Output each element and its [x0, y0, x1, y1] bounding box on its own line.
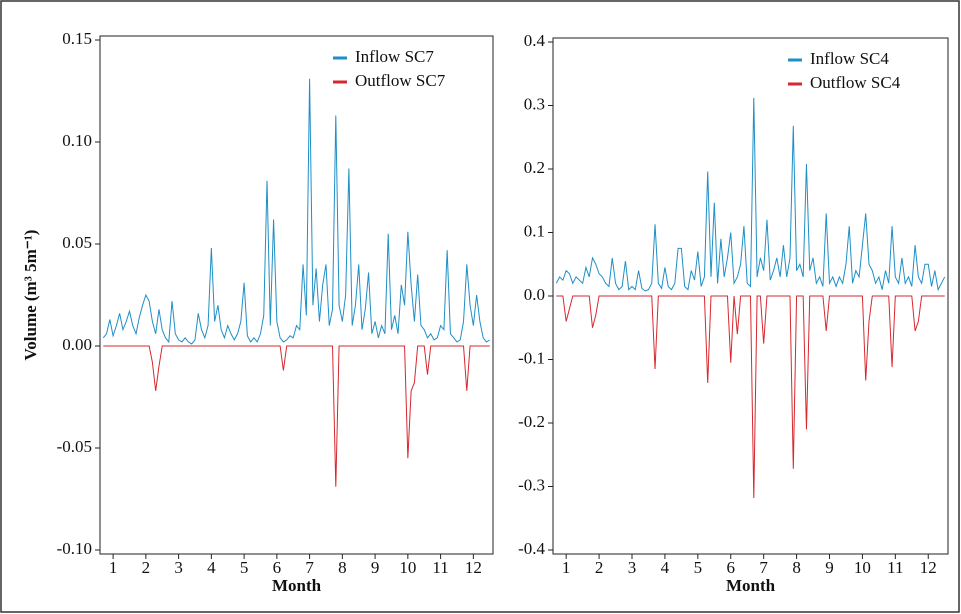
series-line	[102, 78, 490, 345]
y-tick-label: 0.15	[62, 29, 92, 48]
plot-frame	[99, 35, 494, 555]
y-tick-label: 0.00	[62, 335, 92, 354]
x-tick-label: 2	[142, 558, 151, 577]
legend-label: Inflow SC7	[355, 47, 434, 66]
x-tick-label: 4	[661, 558, 670, 577]
y-tick-label: -0.2	[518, 412, 545, 431]
y-tick-label: -0.3	[518, 475, 545, 494]
x-tick-label: 7	[759, 558, 768, 577]
x-tick-label: 1	[562, 558, 571, 577]
x-tick-label: 8	[792, 558, 801, 577]
x-tick-label: 7	[305, 558, 314, 577]
x-tick-label: 11	[432, 558, 448, 577]
x-tick-label: 3	[174, 558, 183, 577]
x-tick-label: 3	[628, 558, 637, 577]
x-tick-label: 5	[240, 558, 249, 577]
y-tick-label: -0.4	[518, 539, 545, 558]
legend-label: Outflow SC4	[810, 73, 901, 92]
y-axis-label: Volume (m³ 5m⁻¹)	[21, 230, 40, 361]
y-tick-label: 0.2	[524, 158, 545, 177]
x-tick-label: 9	[371, 558, 380, 577]
x-tick-label: 1	[109, 558, 118, 577]
x-tick-label: 4	[207, 558, 216, 577]
x-tick-label: 6	[273, 558, 282, 577]
legend-label: Inflow SC4	[810, 49, 889, 68]
x-tick-label: 10	[854, 558, 871, 577]
y-tick-label: -0.1	[518, 348, 545, 367]
y-tick-label: -0.10	[57, 539, 92, 558]
x-tick-label: 9	[825, 558, 834, 577]
x-tick-label: 12	[465, 558, 482, 577]
x-axis-label: Month	[726, 576, 776, 595]
x-tick-label: 6	[727, 558, 736, 577]
y-tick-label: 0.1	[524, 221, 545, 240]
legend-label: Outflow SC7	[355, 71, 446, 90]
x-tick-label: 2	[595, 558, 604, 577]
x-tick-label: 5	[694, 558, 703, 577]
y-tick-label: 0.10	[62, 131, 92, 150]
y-tick-label: -0.05	[57, 437, 92, 456]
x-tick-label: 11	[887, 558, 903, 577]
series-line	[556, 295, 945, 498]
x-tick-label: 10	[399, 558, 416, 577]
x-tick-label: 8	[338, 558, 347, 577]
series-line	[555, 97, 946, 292]
series-line	[103, 345, 490, 487]
y-tick-label: 0.05	[62, 233, 92, 252]
x-tick-label: 12	[920, 558, 937, 577]
x-axis-label: Month	[272, 576, 322, 595]
y-tick-label: 0.4	[524, 31, 546, 50]
y-tick-label: 0.0	[524, 285, 545, 304]
y-tick-label: 0.3	[524, 94, 545, 113]
